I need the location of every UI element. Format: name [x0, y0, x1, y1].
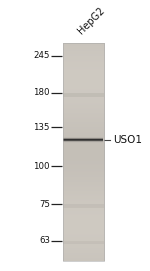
Text: 135: 135: [33, 123, 50, 132]
Bar: [63, 43, 104, 260]
Text: 180: 180: [33, 88, 50, 97]
Bar: [63, 93, 104, 97]
Text: 100: 100: [33, 162, 50, 171]
Text: USO1: USO1: [113, 135, 142, 145]
Text: 63: 63: [39, 236, 50, 245]
Bar: [63, 241, 104, 244]
Text: 245: 245: [33, 51, 50, 60]
Text: HepG2: HepG2: [76, 6, 106, 36]
Text: 75: 75: [39, 200, 50, 209]
Bar: [63, 204, 104, 208]
